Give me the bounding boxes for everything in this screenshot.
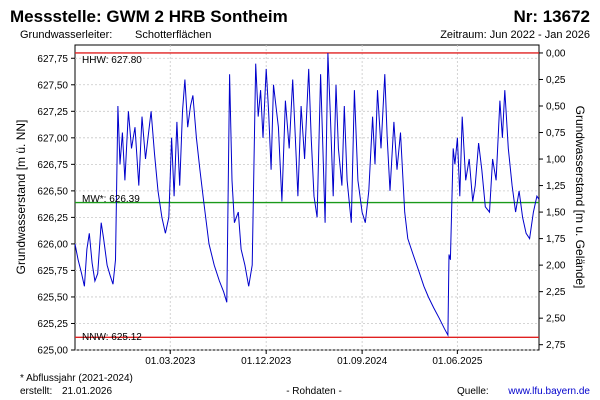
y-tick-label: 625,00 [37, 346, 68, 357]
y-tick-label: 627,25 [37, 107, 68, 118]
y-tick-label: 625,50 [37, 292, 68, 303]
plot-area: HHW: 627.80 MW*: 626.39 NNW: 625.12 [74, 44, 540, 351]
x-tick-label: 01.12.2023 [241, 356, 291, 367]
chart-title: Messstelle: GWM 2 HRB Sontheim [10, 7, 288, 26]
y2-tick-label: 0,00 [546, 48, 566, 59]
created-label: erstellt: [20, 386, 52, 397]
y2-tick-label: 0,50 [546, 102, 566, 113]
y2-tick-label: 1,00 [546, 155, 566, 166]
x-tick-label: 01.06.2025 [432, 356, 482, 367]
x-tick-label: 01.03.2023 [145, 356, 195, 367]
reference-labels: HHW: 627.80 MW*: 626.39 NNW: 625.12 [82, 55, 142, 343]
aquifer-label: Grundwasserleiter: [20, 29, 112, 41]
aquifer-value: Schotterflächen [135, 29, 211, 41]
reference-lines [75, 52, 539, 338]
y-tick-label: 625,75 [37, 266, 68, 277]
hhw-label: HHW: 627.80 [82, 55, 142, 66]
y2-tick-label: 0,75 [546, 128, 566, 139]
y2-tick-label: 1,50 [546, 208, 566, 219]
y-tick-label: 626,00 [37, 239, 68, 250]
source-label: Quelle: [457, 386, 489, 397]
series-line [74, 52, 540, 338]
y2-axis-title: Grundwasserstand [m u. Gelände] [573, 106, 587, 289]
y-axis-right: 0,00 0,25 0,50 0,75 1,00 1,25 1,50 1,75 2,00 2,25… [539, 48, 566, 351]
y2-tick-label: 2,75 [546, 340, 566, 351]
y2-tick-label: 0,25 [546, 75, 566, 86]
y2-tick-label: 1,75 [546, 234, 566, 245]
footnote: * Abflussjahr (2021-2024) [20, 373, 133, 384]
y-tick-label: 625,25 [37, 319, 68, 330]
y-tick-label: 627,50 [37, 80, 68, 91]
y-tick-label: 626,25 [37, 213, 68, 224]
y-tick-label: 627,00 [37, 133, 68, 144]
y2-tick-label: 2,50 [546, 314, 566, 325]
created-date: 21.01.2026 [62, 386, 112, 397]
source-link[interactable]: www.lfu.bayern.de [507, 386, 590, 397]
y2-tick-label: 2,00 [546, 261, 566, 272]
y-axis-left: 625,00 625,25 625,50 625,75 626,00 626,25 626,… [37, 54, 75, 357]
plot-frame [74, 44, 540, 351]
station-number: Nr: 13672 [513, 7, 590, 26]
raw-data-label: - Rohdaten - [286, 386, 342, 397]
y2-tick-label: 2,25 [546, 287, 566, 298]
y2-tick-label: 1,25 [546, 181, 566, 192]
y-tick-label: 626,50 [37, 186, 68, 197]
y-axis-title: Grundwasserstand [m ü. NN] [14, 120, 28, 275]
grid [75, 45, 539, 351]
mw-label: MW*: 626.39 [82, 194, 140, 205]
nnw-label: NNW: 625.12 [82, 332, 142, 343]
y-tick-label: 626,75 [37, 160, 68, 171]
y-tick-label: 627,75 [37, 54, 68, 65]
x-tick-label: 01.09.2024 [337, 356, 387, 367]
period-label: Zeitraum: Jun 2022 - Jan 2026 [440, 29, 590, 41]
x-axis: 01.03.2023 01.12.2023 01.09.2024 01.06.2025 [145, 350, 483, 367]
